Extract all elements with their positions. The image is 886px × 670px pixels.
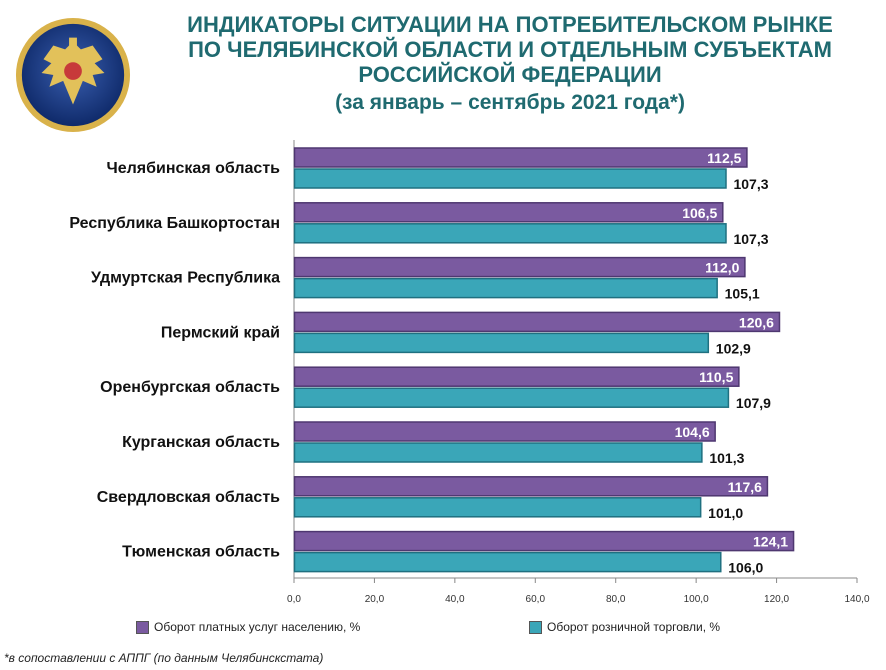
- category-label: Тюменская область: [122, 544, 280, 561]
- chart-subtitle: (за январь – сентябрь 2021 года*): [335, 91, 685, 114]
- bar-services: [293, 256, 746, 278]
- legend-swatch-services: [136, 620, 149, 634]
- data-label-retail: 107,9: [736, 395, 771, 411]
- data-label-retail: 105,1: [725, 286, 760, 302]
- x-tick-label: 20,0: [365, 594, 385, 605]
- legend-label-retail: Оборот розничной торговли, %: [547, 620, 721, 634]
- x-tick-label: 100,0: [684, 594, 709, 605]
- data-label-retail: 107,3: [733, 176, 768, 192]
- x-tick-label: 60,0: [526, 594, 546, 605]
- chart-title-block: ИНДИКАТОРЫ СИТУАЦИИ НА ПОТРЕБИТЕЛЬСКОМ Р…: [140, 12, 880, 116]
- bar-services: [293, 421, 716, 442]
- x-tick-label: 40,0: [445, 594, 465, 605]
- chart-title-line-1: ИНДИКАТОРЫ СИТУАЦИИ НА ПОТРЕБИТЕЛЬСКОМ Р…: [187, 12, 833, 37]
- bar-services: [293, 530, 795, 552]
- data-label-services: 112,0: [705, 260, 739, 276]
- chart-title-line-2: ПО ЧЕЛЯБИНСКОЙ ОБЛАСТИ И ОТДЕЛЬНЫМ СУБЪЕ…: [188, 37, 832, 62]
- legend-label-services: Оборот платных услуг населению, %: [154, 620, 361, 634]
- bar-retail: [293, 387, 730, 408]
- x-tick-label: 120,0: [764, 594, 789, 605]
- data-label-retail: 107,3: [733, 231, 768, 247]
- category-label: Курганская область: [122, 434, 280, 451]
- category-label: Пермский край: [161, 324, 280, 341]
- data-label-services: 104,6: [675, 424, 710, 440]
- bar-retail: [293, 168, 727, 189]
- data-label-services: 117,6: [728, 479, 762, 495]
- emblem-logo: [15, 17, 131, 133]
- x-tick-label: 0,0: [287, 594, 301, 605]
- bar-retail: [293, 551, 722, 573]
- bar-retail: [293, 332, 710, 354]
- category-label: Оренбургская область: [100, 379, 280, 396]
- category-label: Удмуртская Республика: [91, 270, 280, 287]
- chart-title-line-3: РОССИЙСКОЙ ФЕДЕРАЦИИ: [358, 62, 662, 87]
- legend-swatch-retail: [529, 620, 542, 634]
- bar-services: [293, 147, 748, 168]
- bar-services: [293, 202, 724, 223]
- data-label-services: 120,6: [739, 314, 774, 330]
- data-label-retail: 106,0: [728, 560, 763, 576]
- category-label: Челябинская область: [107, 160, 281, 177]
- category-label: Свердловская область: [97, 489, 280, 506]
- data-label-services: 112,5: [707, 150, 741, 166]
- bar-retail: [293, 277, 718, 299]
- legend-item-retail: Оборот розничной торговли, %: [529, 620, 720, 634]
- legend-item-services: Оборот платных услуг населению, %: [136, 620, 360, 634]
- data-label-services: 106,5: [682, 205, 717, 221]
- bar-retail: [293, 497, 702, 518]
- bar-retail: [293, 223, 727, 244]
- bar-services: [293, 311, 781, 333]
- data-label-retail: 102,9: [716, 340, 751, 356]
- x-tick-label: 140,0: [844, 594, 869, 605]
- bar-services: [293, 366, 740, 387]
- data-label-retail: 101,3: [709, 450, 744, 466]
- data-label-retail: 101,0: [708, 505, 743, 521]
- footnote: *в сопоставлении с АППГ (по данным Челяб…: [4, 651, 324, 665]
- bar-chart: 0,0 20,0 40,0 60,0 80,0 100,0 120,0 140,0 Челяби…: [69, 140, 870, 605]
- x-tick-label: 80,0: [606, 594, 626, 605]
- category-label: Республика Башкортостан: [69, 215, 280, 232]
- data-label-services: 124,1: [753, 534, 788, 550]
- data-label-services: 110,5: [699, 369, 733, 385]
- bar-retail: [293, 442, 703, 463]
- bar-services: [293, 476, 769, 497]
